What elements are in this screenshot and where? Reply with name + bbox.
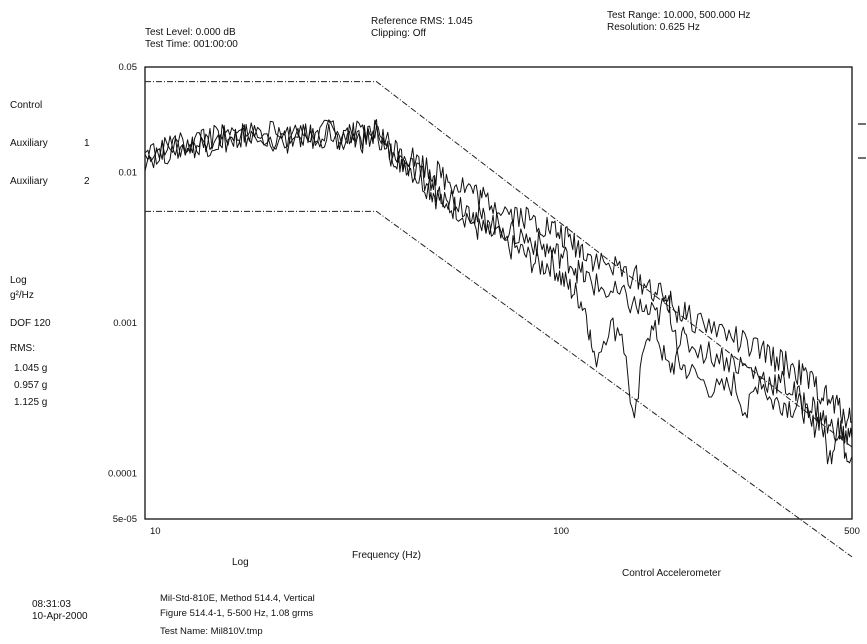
y-tick-label: 0.0001 <box>108 469 137 480</box>
dof-label: DOF 120 <box>10 318 51 329</box>
upper-tolerance-line <box>145 81 853 448</box>
legend-control: Control <box>10 100 43 111</box>
psd-trace-2 <box>144 123 853 445</box>
rms-value-3: 1.125 g <box>14 397 48 408</box>
x-axis-label: Frequency (Hz) <box>352 550 421 561</box>
clipping-status: Clipping: Off <box>371 28 426 39</box>
channel-name: Control Accelerometer <box>622 568 721 579</box>
x-tick-label: 10 <box>150 526 161 537</box>
footer-test-name: Test Name: Mil810V.tmp <box>160 626 263 637</box>
test-range: Test Range: 10.000, 500.000 Hz <box>607 10 751 21</box>
test-time: Test Time: 001:00:00 <box>145 39 238 50</box>
footer-standard: Mil-Std-810E, Method 514.4, Vertical <box>160 593 315 604</box>
x-tick-label: 500 <box>844 526 860 537</box>
x-tick-label: 100 <box>553 526 569 537</box>
y-tick-label: 0.05 <box>119 62 138 73</box>
y-scale-label: Log <box>10 275 27 286</box>
footer-time: 08:31:03 <box>32 599 71 610</box>
rms-value-2: 0.957 g <box>14 380 48 391</box>
legend-aux2-label: Auxiliary <box>10 176 48 187</box>
footer-figure: Figure 514.4-1, 5-500 Hz, 1.08 grms <box>160 608 314 619</box>
reference-rms: Reference RMS: 1.045 <box>371 16 473 27</box>
lower-tolerance-line <box>145 210 853 558</box>
rms-label: RMS: <box>10 343 35 354</box>
psd-trace-1 <box>144 119 853 465</box>
psd-trace-3 <box>144 119 853 429</box>
test-level: Test Level: 0.000 dB <box>145 27 236 38</box>
x-scale-label: Log <box>232 557 249 568</box>
y-tick-label: 0.01 <box>119 167 138 178</box>
y-tick-label: 5e-05 <box>113 514 137 525</box>
legend-aux1-number: 1 <box>84 138 90 149</box>
resolution: Resolution: 0.625 Hz <box>607 22 700 33</box>
y-units-label: g²/Hz <box>10 290 34 301</box>
plot-frame <box>144 66 853 520</box>
legend-aux1-label: Auxiliary <box>10 138 48 149</box>
footer-date: 10-Apr-2000 <box>32 611 88 622</box>
rms-value-1: 1.045 g <box>14 363 48 374</box>
y-tick-label: 0.001 <box>113 318 137 329</box>
legend-aux2-number: 2 <box>84 176 90 187</box>
